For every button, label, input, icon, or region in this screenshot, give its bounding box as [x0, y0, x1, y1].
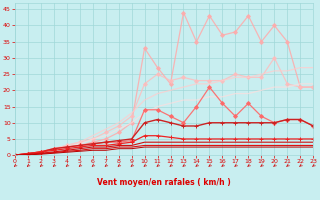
X-axis label: Vent moyen/en rafales ( km/h ): Vent moyen/en rafales ( km/h ) [97, 178, 231, 187]
